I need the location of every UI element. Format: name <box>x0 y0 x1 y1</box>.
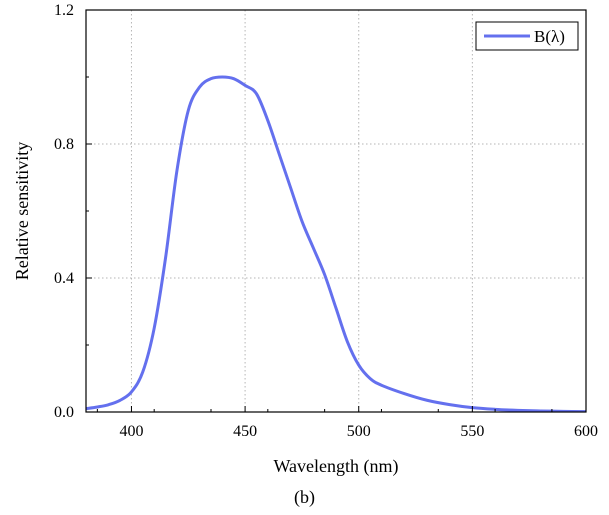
x-tick-label: 550 <box>460 423 484 440</box>
sensitivity-chart: 400 450 500 550 600 0.0 0.4 0.8 1.2 Wavelength (… <box>12 2 598 477</box>
x-tick-label: 450 <box>233 423 257 440</box>
x-tick-label: 400 <box>119 423 143 440</box>
series-layer <box>86 75 586 412</box>
y-tick-label: 0.8 <box>54 136 74 153</box>
y-axis-label: Relative sensitivity <box>12 142 32 280</box>
axis-ticks: 400 450 500 550 600 0.0 0.4 0.8 1.2 <box>54 2 598 440</box>
x-tick-label: 600 <box>574 423 598 440</box>
figure-caption: (b) <box>294 487 315 507</box>
y-tick-label: 1.2 <box>54 2 74 19</box>
y-tick-label: 0.4 <box>54 270 74 287</box>
plot-frame <box>85 9 587 413</box>
series-line <box>86 75 586 412</box>
y-tick-label: 0.0 <box>54 404 74 421</box>
x-tick-label: 500 <box>347 423 371 440</box>
x-axis-label: Wavelength (nm) <box>273 456 398 477</box>
grid-lines <box>86 10 586 412</box>
legend: B(λ) <box>475 21 579 51</box>
legend-label: B(λ) <box>534 27 565 46</box>
